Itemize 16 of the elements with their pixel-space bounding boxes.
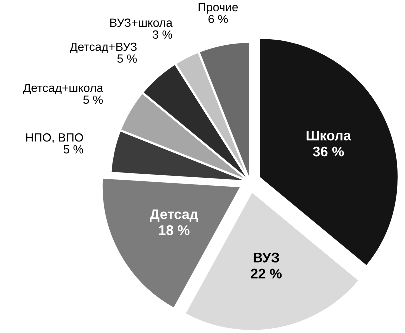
- slice-label: Прочие: [198, 3, 238, 14]
- slice-label: ВУЗ: [254, 252, 280, 263]
- data-label: 3 %: [152, 30, 172, 40]
- data-label: 5 %: [118, 54, 138, 64]
- slice-label: Детсад: [150, 210, 198, 222]
- slice-label: ВУЗ+школа: [110, 18, 173, 28]
- slice-label: НПО, ВПО: [26, 134, 84, 144]
- slice-label: Детсад+ВУЗ: [70, 42, 137, 54]
- data-label: 5 %: [84, 96, 104, 104]
- data-label: 18 %: [159, 226, 190, 236]
- data-label: 36 %: [313, 146, 344, 157]
- data-label: 6 %: [208, 15, 228, 24]
- slice-label: Школа: [306, 131, 352, 141]
- data-label: 22 %: [251, 268, 282, 279]
- slice-label: Детсад+школа: [23, 84, 104, 95]
- data-label: 5 %: [64, 145, 84, 154]
